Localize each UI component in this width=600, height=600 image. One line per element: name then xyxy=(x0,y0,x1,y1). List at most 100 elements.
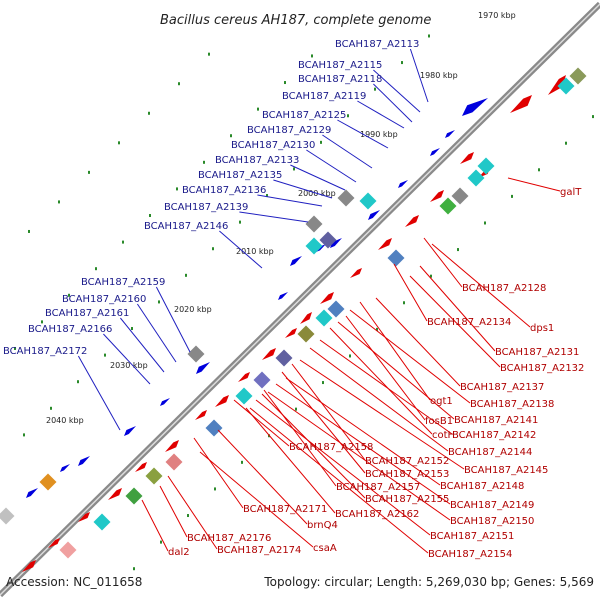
gc-dot xyxy=(214,487,216,491)
gc-dot xyxy=(176,187,178,191)
leader-line xyxy=(322,134,373,169)
leader-line xyxy=(349,309,471,404)
leader-line xyxy=(337,321,455,420)
gene-label-reverse: BCAH187_A2160 xyxy=(62,294,146,305)
gene-label-forward: BCAH187_A2158 xyxy=(289,442,373,453)
gene-label-forward: BCAH187_A2149 xyxy=(450,500,534,511)
gene-label-forward: BCAH187_A2137 xyxy=(460,382,544,393)
gc-dot xyxy=(148,111,150,115)
leader-line xyxy=(329,327,433,435)
gc-dot xyxy=(28,229,30,233)
category-tile xyxy=(305,237,323,255)
category-tile xyxy=(59,541,77,559)
gc-dot xyxy=(149,214,151,218)
gene-label-forward: BCAH187_A2157 xyxy=(336,482,420,493)
category-tile xyxy=(359,192,377,210)
kbp-tick-label: 2030 kbp xyxy=(110,361,148,370)
label-leader-lines xyxy=(77,48,561,554)
forward-gene-arrow xyxy=(285,328,297,338)
forward-gene-arrow xyxy=(262,348,276,360)
gene-label-forward: BCAH187_A2145 xyxy=(464,465,548,476)
category-tile xyxy=(235,387,253,405)
gc-dot xyxy=(160,540,162,544)
gene-label-reverse: BCAH187_A2119 xyxy=(282,91,366,102)
category-tile xyxy=(387,249,405,267)
reverse-gene-arrow xyxy=(160,398,170,406)
genome-summary-text: Topology: circular; Length: 5,269,030 bp… xyxy=(263,575,594,589)
gc-dot xyxy=(187,514,189,518)
gene-label-forward: BCAH187_A2171 xyxy=(243,504,327,515)
gene-label-forward: BCAH187_A2141 xyxy=(454,415,538,426)
leader-line xyxy=(285,377,441,486)
gc-dot xyxy=(349,354,351,358)
gene-label-forward: BCAH187_A2138 xyxy=(470,399,554,410)
gene-label-forward: BCAH187_A2128 xyxy=(462,283,546,294)
gene-label-forward: dps1 xyxy=(530,323,554,334)
forward-gene-arrow xyxy=(238,372,250,382)
category-tile xyxy=(205,419,223,437)
gene-label-forward: BCAH187_A2154 xyxy=(428,549,512,560)
gene-label-reverse: BCAH187_A2133 xyxy=(215,155,299,166)
leader-line xyxy=(77,355,121,431)
gc-dot xyxy=(77,380,79,384)
gene-label-forward: ogt1 xyxy=(430,396,453,407)
category-tile xyxy=(0,507,15,525)
leader-line xyxy=(263,389,337,487)
gene-label-forward: fosB1 xyxy=(425,416,453,427)
gc-dot xyxy=(50,406,52,410)
leader-line xyxy=(393,263,428,322)
leader-line xyxy=(345,315,426,421)
gc-dot xyxy=(203,160,205,164)
category-tile xyxy=(319,231,337,249)
leader-line xyxy=(291,363,366,461)
leader-line xyxy=(309,347,449,452)
leader-line xyxy=(423,237,463,288)
category-tile xyxy=(477,157,495,175)
leader-line xyxy=(409,275,501,368)
leader-line xyxy=(255,399,431,536)
gc-dot xyxy=(592,115,594,119)
gene-label-forward: BCAH187_A2152 xyxy=(365,456,449,467)
gene-label-forward: BCAH187_A2153 xyxy=(365,469,449,480)
gc-dot xyxy=(41,320,43,324)
leader-line xyxy=(239,211,309,223)
leader-line xyxy=(409,48,429,103)
forward-gene-arrow xyxy=(108,488,122,500)
category-tile xyxy=(187,345,205,363)
leader-line xyxy=(199,451,314,548)
gene-label-reverse: BCAH187_A2113 xyxy=(335,39,419,50)
forward-gene-arrow xyxy=(165,440,179,452)
forward-gene-arrow xyxy=(405,215,419,227)
leader-line xyxy=(359,301,431,401)
gc-dot xyxy=(95,267,97,271)
gc-dot xyxy=(185,273,187,277)
leader-line xyxy=(299,359,465,470)
reverse-gene-arrow xyxy=(60,464,70,472)
category-tile xyxy=(467,169,485,187)
gc-dot xyxy=(284,81,286,85)
gc-dot xyxy=(208,52,210,56)
forward-gene-arrow xyxy=(48,538,60,548)
gene-label-forward: BCAH187_A2142 xyxy=(452,430,536,441)
gene-label-reverse: BCAH187_A2159 xyxy=(81,277,165,288)
gc-dot xyxy=(320,140,322,144)
leader-line xyxy=(306,149,357,183)
gene-label-forward: BCAH187_A2162 xyxy=(335,509,419,520)
gc-dot xyxy=(374,87,376,91)
category-tile xyxy=(337,189,355,207)
gc-dot xyxy=(212,247,214,251)
kbp-tick-label: 1970 kbp xyxy=(478,11,516,20)
gc-dot xyxy=(241,460,243,464)
gene-label-forward: BCAH187_A2150 xyxy=(450,516,534,527)
gene-label-reverse: BCAH187_A2129 xyxy=(247,125,331,136)
gene-label-forward: cotH xyxy=(432,430,455,441)
leader-line xyxy=(373,69,421,113)
forward-gene-arrow xyxy=(215,395,229,407)
leader-line xyxy=(419,265,496,352)
category-tile xyxy=(253,371,271,389)
category-tile xyxy=(327,300,345,318)
leader-line xyxy=(375,297,461,387)
leader-line xyxy=(159,485,188,538)
gene-label-reverse: BCAH187_A2146 xyxy=(144,221,228,232)
